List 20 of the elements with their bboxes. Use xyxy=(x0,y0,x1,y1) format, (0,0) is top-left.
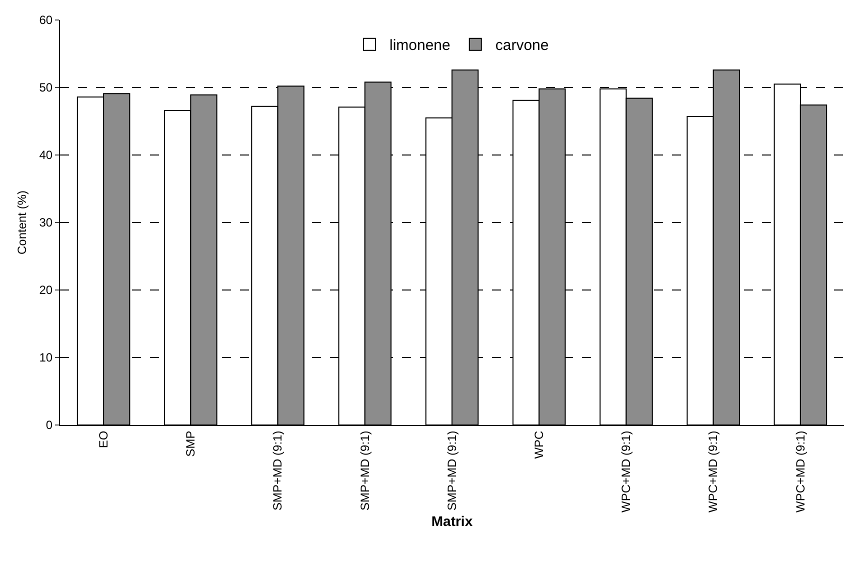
y-axis-title: Content (%) xyxy=(15,190,29,255)
y-tick-label: 20 xyxy=(39,283,53,298)
legend-label: carvone xyxy=(495,37,549,54)
x-tick-label: WPC+MD (9:1) xyxy=(706,430,720,512)
x-tick-label: EO xyxy=(96,430,110,448)
y-tick-label: 40 xyxy=(39,148,53,162)
y-tick-label: 50 xyxy=(39,80,53,95)
legend-label: limonene xyxy=(390,37,450,54)
x-axis-title: Matrix xyxy=(431,512,473,529)
x-tick-label: WPC+MD (9:1) xyxy=(793,430,808,512)
x-tick-label: SMP+MD (9:1) xyxy=(444,430,459,510)
y-tick-label: 60 xyxy=(39,13,53,28)
x-tick-label: WPC+MD (9:1) xyxy=(619,430,634,512)
x-tick-label: SMP+MD (9:1) xyxy=(270,430,285,510)
x-tick-label: SMP xyxy=(184,430,198,457)
y-tick-label: 30 xyxy=(39,216,53,230)
x-tick-label: SMP+MD (9:1) xyxy=(358,430,372,510)
x-tick-label: WPC xyxy=(532,430,546,459)
y-tick-label: 0 xyxy=(46,418,53,432)
y-tick-label: 10 xyxy=(39,350,53,365)
